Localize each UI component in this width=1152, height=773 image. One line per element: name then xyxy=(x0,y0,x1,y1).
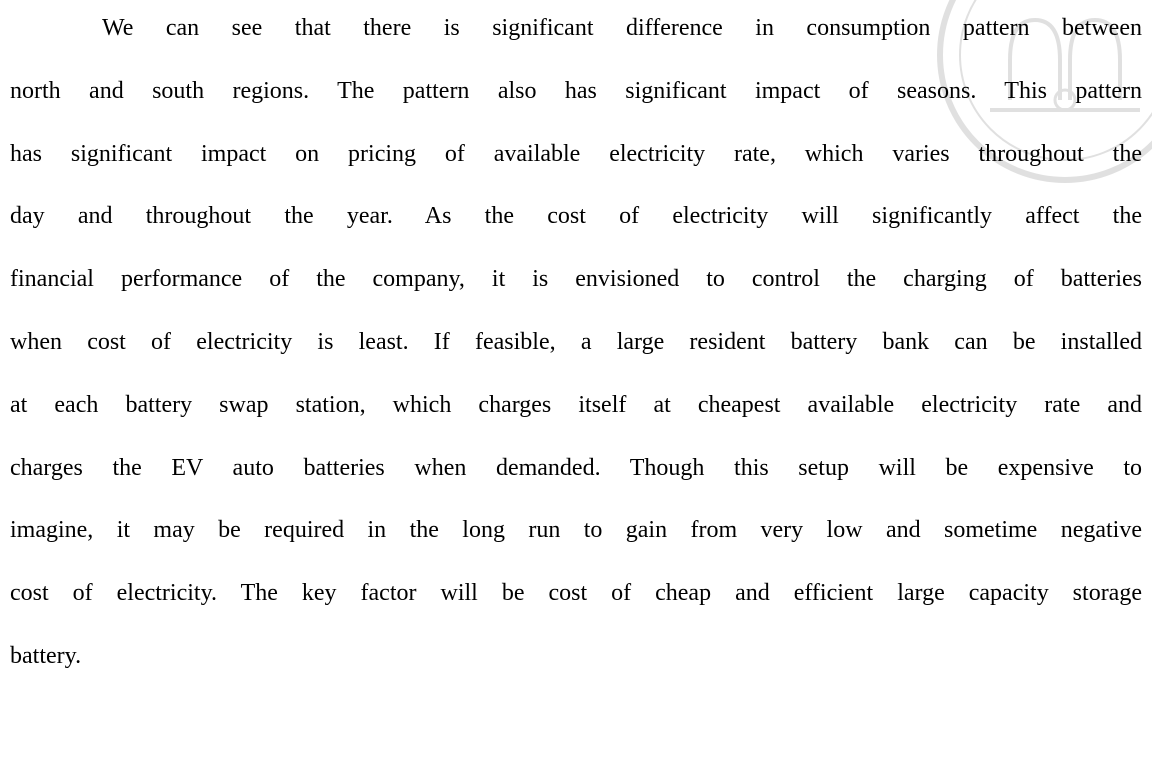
text-line: when cost of electricity is least. If fe… xyxy=(10,329,1142,355)
text-line: at each battery swap station, which char… xyxy=(10,391,1142,418)
text-line: north and south regions. The pattern als… xyxy=(10,77,1142,104)
text-line: has significant impact on pricing of ava… xyxy=(10,140,1142,167)
text-line: day and throughout the year. As the cost… xyxy=(10,203,1142,230)
text-line: financial performance of the company, it… xyxy=(10,266,1142,293)
text-line: We can see that there is significant dif… xyxy=(102,15,1142,41)
text-line: cost of electricity. The key factor will… xyxy=(10,580,1142,607)
text-line: charges the EV auto batteries when deman… xyxy=(10,454,1142,481)
text-line: imagine, it may be required in the long … xyxy=(10,517,1142,544)
text-line: battery. xyxy=(10,643,82,669)
